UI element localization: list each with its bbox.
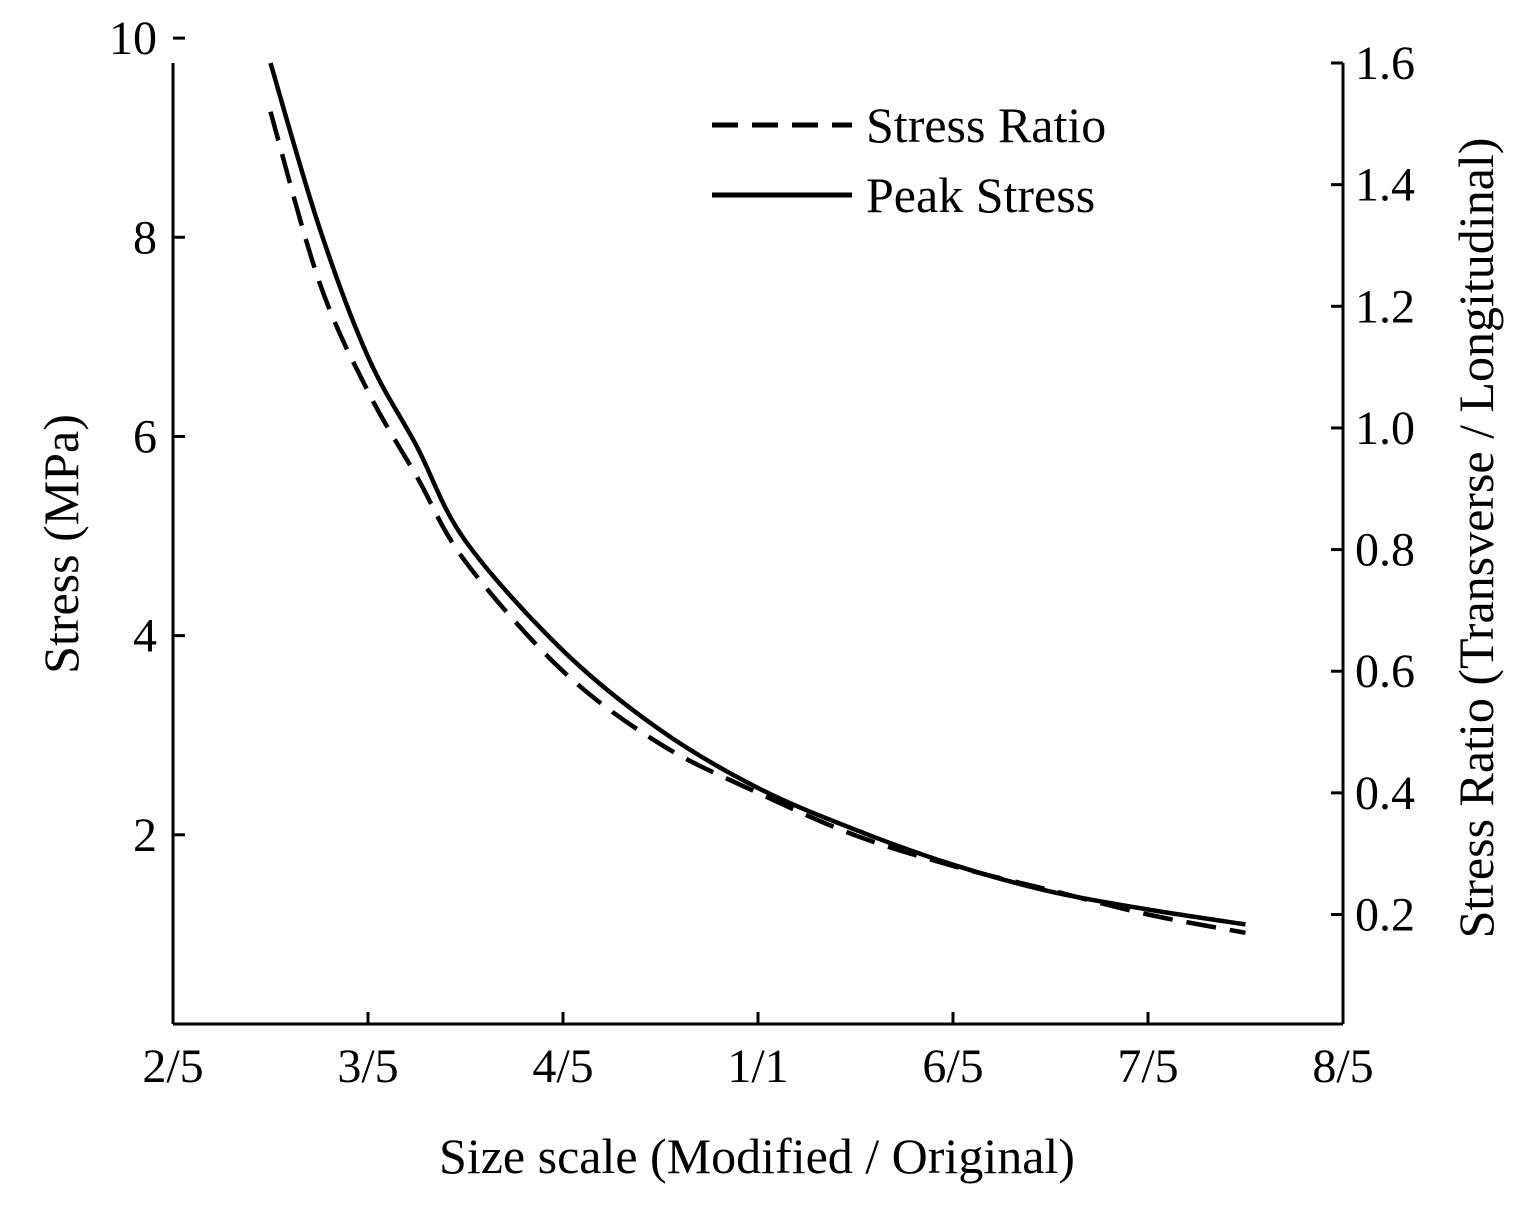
legend-label-peak-stress: Peak Stress [866, 167, 1095, 223]
x-tick-label: 6/5 [922, 1040, 983, 1093]
x-tick-label: 2/5 [142, 1040, 203, 1093]
y-tick-label: 6 [133, 410, 157, 463]
legend-label-stress-ratio: Stress Ratio [866, 97, 1106, 153]
y2-tick-label: 1.2 [1355, 280, 1415, 333]
ticks: 2/5 3/5 4/5 1/1 6/5 7/5 8/5 2 4 6 8 10 0.2 0.4 0.6 0.8 1… [109, 12, 1415, 1093]
data-point-stress-ratio [416, 476, 417, 477]
x-tick-label: 4/5 [532, 1040, 593, 1093]
x-tick-label: 3/5 [337, 1040, 398, 1093]
series-line-peak-stress [268, 62, 1246, 927]
y2-tick-label: 0.4 [1355, 767, 1415, 820]
data-point-stress-ratio [758, 792, 759, 793]
y-tick-label: 8 [133, 211, 157, 264]
x-tick-label: 8/5 [1312, 1040, 1373, 1093]
y2-tick-label: 1.4 [1355, 159, 1415, 212]
y2-tick-label: 0.8 [1355, 524, 1415, 577]
x-tick-label: 1/1 [727, 1040, 788, 1093]
y2-axis-title: Stress Ratio (Transverse / Longitudinal) [1448, 138, 1504, 939]
series-line-stress-ratio [268, 111, 1246, 936]
series-lines [268, 62, 1246, 936]
y2-tick-label: 0.6 [1355, 645, 1415, 698]
axes [171, 63, 1345, 1026]
x-axis-title: Size scale (Modified / Original) [439, 1128, 1075, 1184]
y2-tick-label: 1.6 [1355, 37, 1415, 90]
y-tick-label: 4 [133, 610, 157, 663]
y2-tick-label: 1.0 [1355, 402, 1415, 455]
y2-tick-label: 0.2 [1355, 889, 1415, 942]
data-point-stress-ratio [368, 391, 369, 392]
y-axis-title: Stress (MPa) [33, 414, 89, 674]
y-tick-label: 10 [109, 12, 157, 65]
x-tick-label: 7/5 [1117, 1040, 1178, 1093]
y-tick-label: 2 [133, 809, 157, 862]
legend: Stress Ratio Peak Stress [712, 97, 1106, 223]
